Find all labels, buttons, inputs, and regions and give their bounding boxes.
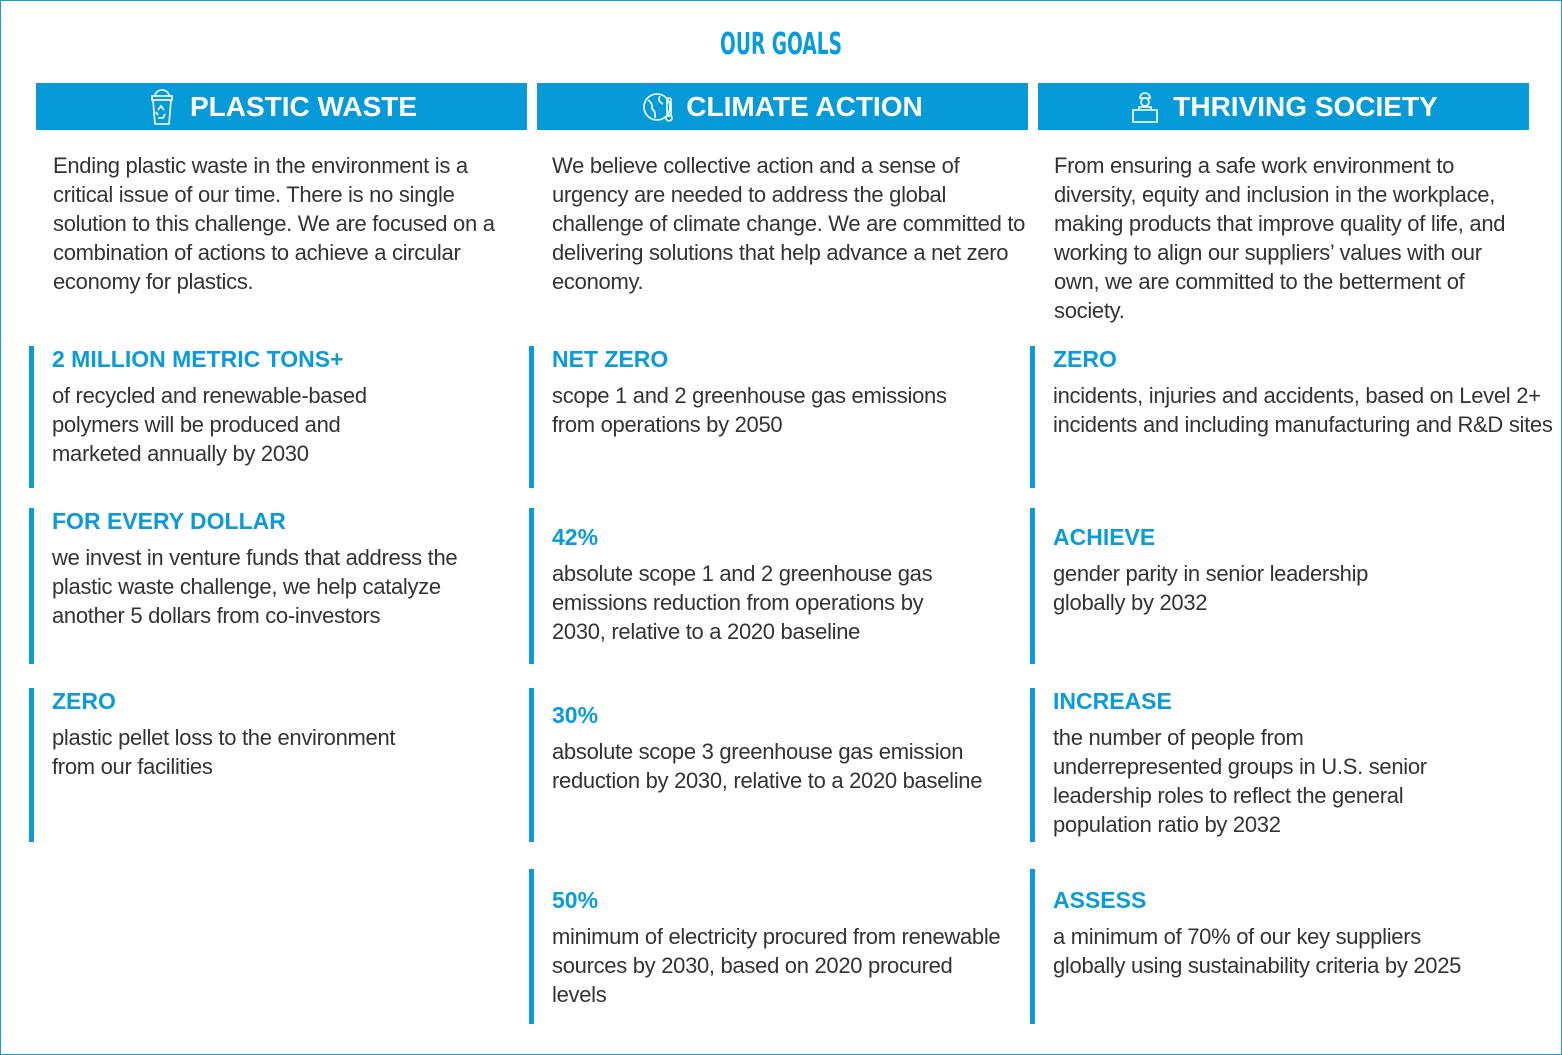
goal-heading: 42% xyxy=(552,524,599,550)
goal-item: 50% minimum of electricity procured from… xyxy=(529,869,1029,1024)
intro-plastic-waste: Ending plastic waste in the environment … xyxy=(53,153,495,294)
goal-text: absolute scope 3 greenhouse gas emission… xyxy=(552,739,983,793)
goal-text: scope 1 and 2 greenhouse gas emissions f… xyxy=(552,383,947,437)
goal-text: a minimum of 70% of our key suppliers gl… xyxy=(1053,924,1462,978)
goal-item: 30% absolute scope 3 greenhouse gas emis… xyxy=(529,688,1029,842)
header-label: CLIMATE ACTION xyxy=(686,90,923,122)
goal-item: INCREASE the number of people from under… xyxy=(1030,688,1530,842)
intro-thriving-society: From ensuring a safe work environment to… xyxy=(1054,153,1506,323)
goal-text: minimum of electricity procured from ren… xyxy=(552,924,1001,1007)
goal-heading: ASSESS xyxy=(1053,887,1147,913)
goal-item: ASSESS a minimum of 70% of our key suppl… xyxy=(1030,869,1530,1024)
goal-heading: 30% xyxy=(552,702,599,728)
goal-text: absolute scope 1 and 2 greenhouse gas em… xyxy=(552,561,933,644)
worker-icon xyxy=(1132,91,1159,123)
goal-heading: ACHIEVE xyxy=(1053,524,1156,550)
goal-text: we invest in venture funds that address … xyxy=(52,545,458,628)
goal-heading: ZERO xyxy=(52,688,116,714)
goal-item: ACHIEVE gender parity in senior leadersh… xyxy=(1030,508,1530,664)
goal-text: plastic pellet loss to the environment f… xyxy=(52,725,396,779)
goal-heading: FOR EVERY DOLLAR xyxy=(52,508,286,534)
goal-heading: 2 MILLION METRIC TONS+ xyxy=(52,346,344,372)
header-label: PLASTIC WASTE xyxy=(189,90,418,122)
intro-climate-action: We believe collective action and a sense… xyxy=(552,153,1026,294)
header-plastic-waste: PLASTIC WASTE xyxy=(36,83,527,130)
goal-item: 2 MILLION METRIC TONS+ of recycled and r… xyxy=(29,346,529,488)
goal-text: gender parity in senior leadership globa… xyxy=(1053,561,1369,615)
header-label: THRIVING SOCIETY xyxy=(1173,90,1438,122)
goal-item: NET ZERO scope 1 and 2 greenhouse gas em… xyxy=(529,346,1029,488)
goal-item: ZERO incidents, injuries and accidents, … xyxy=(1030,346,1553,488)
goal-item: 42% absolute scope 1 and 2 greenhouse ga… xyxy=(529,508,1029,664)
goal-text: incidents, injuries and accidents, based… xyxy=(1053,383,1553,437)
goal-heading: ZERO xyxy=(1053,346,1117,372)
header-climate-action: CLIMATE ACTION xyxy=(537,83,1028,130)
goal-heading: NET ZERO xyxy=(552,346,669,372)
goal-heading: 50% xyxy=(552,887,599,913)
goal-item: FOR EVERY DOLLAR we invest in venture fu… xyxy=(29,508,529,664)
goal-text: the number of people from underrepresent… xyxy=(1053,725,1427,837)
goal-heading: INCREASE xyxy=(1053,688,1172,714)
goal-item: ZERO plastic pellet loss to the environm… xyxy=(29,688,529,842)
recycle-bin-icon xyxy=(151,88,173,125)
goal-text: of recycled and renewable-based polymers… xyxy=(52,383,367,466)
globe-thermometer-icon xyxy=(643,92,674,122)
header-thriving-society: THRIVING SOCIETY xyxy=(1038,83,1529,130)
page-title: OUR GOALS xyxy=(720,27,842,62)
